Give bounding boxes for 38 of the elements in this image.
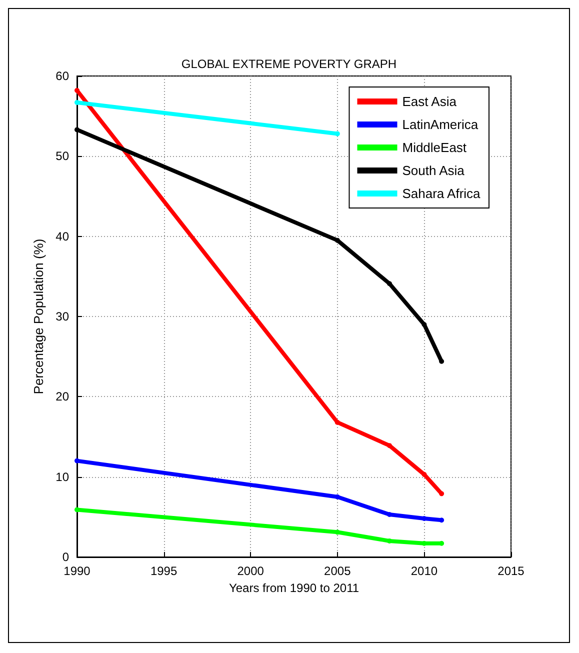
point bbox=[439, 540, 444, 546]
legend-label: LatinAmerica bbox=[402, 117, 479, 132]
legend-label: East Asia bbox=[402, 94, 458, 109]
x-tick-label: 1990 bbox=[64, 564, 91, 578]
point bbox=[74, 507, 80, 512]
point bbox=[74, 127, 80, 132]
point bbox=[334, 420, 340, 425]
y-tick-label: 10 bbox=[56, 470, 70, 484]
point bbox=[422, 472, 427, 477]
x-tick-label: 2010 bbox=[410, 564, 438, 578]
x-tick-label: 2015 bbox=[498, 564, 525, 578]
legend-label: Sahara Africa bbox=[402, 186, 482, 201]
point bbox=[439, 491, 444, 496]
chart-title: GLOBAL EXTREME POVERTY GRAPH bbox=[181, 57, 397, 71]
point bbox=[386, 443, 392, 448]
legend-label: South Asia bbox=[402, 163, 466, 178]
point bbox=[422, 516, 427, 522]
y-axis-title: Percentage Population (%) bbox=[30, 238, 46, 394]
x-tick-label: 1995 bbox=[150, 564, 178, 578]
y-tick-label: 50 bbox=[56, 149, 70, 164]
point bbox=[386, 281, 392, 286]
legend-label: MiddleEast bbox=[402, 140, 467, 155]
point bbox=[386, 512, 392, 518]
y-tick-label: 60 bbox=[56, 69, 70, 83]
point bbox=[74, 100, 80, 105]
point bbox=[334, 238, 340, 243]
x-tick-label: 2000 bbox=[237, 564, 264, 578]
y-tick-label: 0 bbox=[62, 550, 70, 564]
point bbox=[422, 322, 427, 328]
x-tick-label: 2005 bbox=[324, 564, 352, 578]
x-axis-title: Years from 1990 to 2011 bbox=[228, 580, 360, 595]
point bbox=[74, 458, 80, 464]
y-tick-label: 20 bbox=[56, 390, 70, 404]
point bbox=[74, 88, 80, 93]
point bbox=[439, 358, 444, 364]
y-tick-label: 30 bbox=[56, 310, 70, 324]
point bbox=[439, 518, 444, 523]
y-tick-label: 40 bbox=[56, 229, 70, 244]
